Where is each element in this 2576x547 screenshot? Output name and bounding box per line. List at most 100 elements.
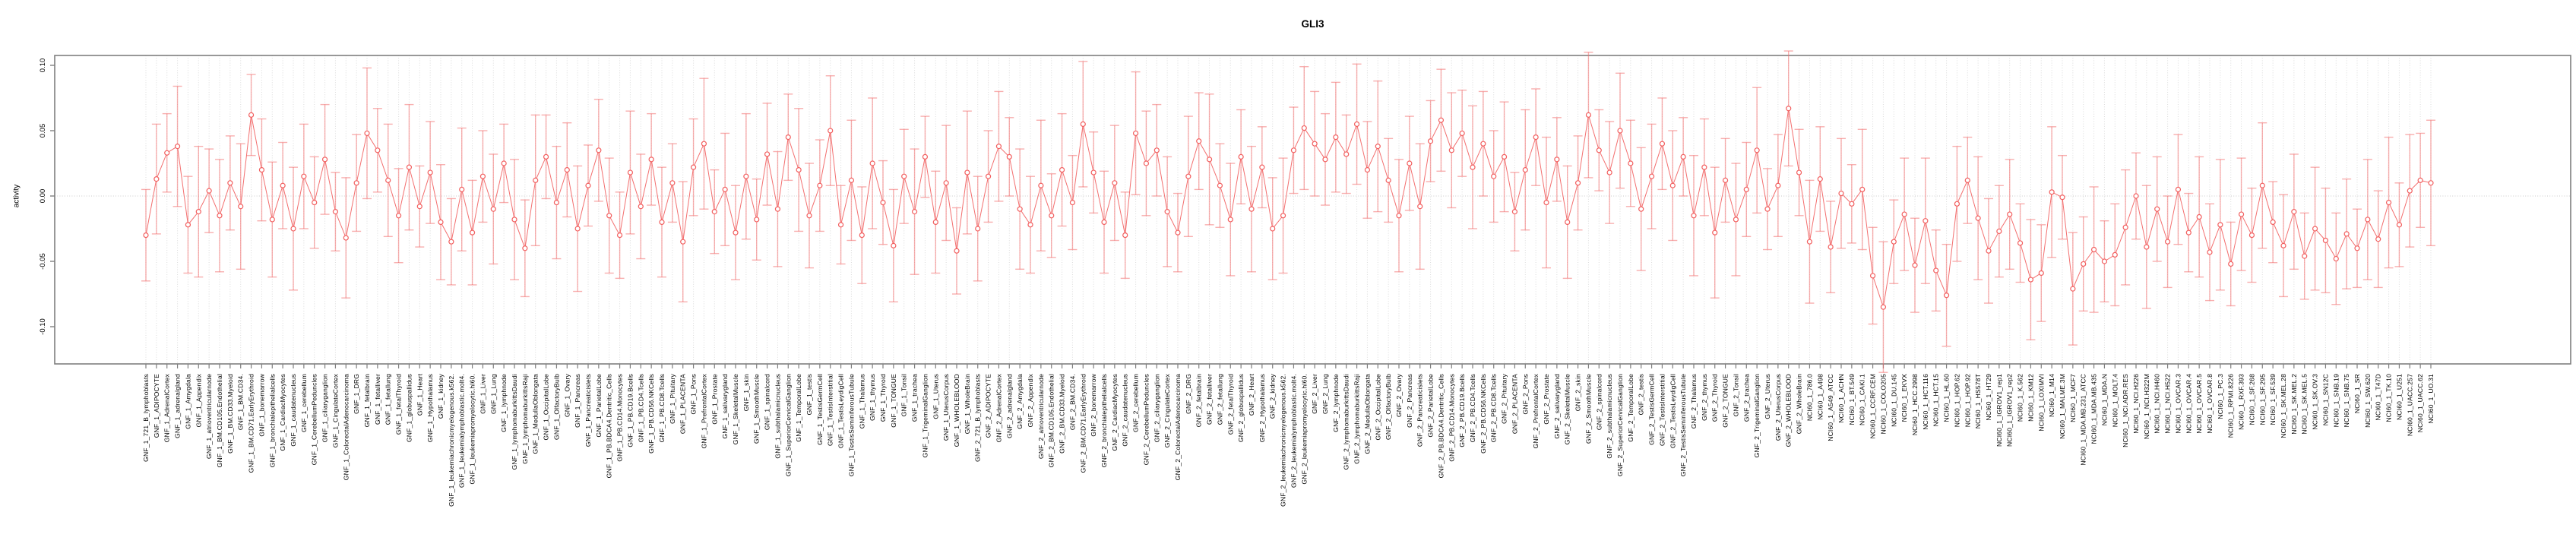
data-point bbox=[438, 219, 444, 225]
data-point bbox=[690, 164, 697, 170]
x-tick-label: NCI60_1_SNB.75 bbox=[2343, 374, 2350, 427]
data-point bbox=[1122, 232, 1128, 239]
y-tick-label: -0.10 bbox=[39, 318, 47, 335]
data-point bbox=[1733, 217, 1739, 223]
data-point bbox=[1743, 186, 1749, 192]
x-tick-label: GNF_1_Pancreas bbox=[574, 374, 581, 428]
x-tick-label: NCI60_1_NCI.H226 bbox=[2132, 374, 2140, 434]
x-tick-label: GNF_2_leukemiachronicmyelogenous.k562. bbox=[1280, 374, 1287, 507]
data-point bbox=[1438, 117, 1445, 123]
x-tick-label: GNF_1_skin bbox=[742, 374, 750, 411]
data-point bbox=[1090, 169, 1097, 175]
data-point bbox=[880, 200, 886, 206]
data-point bbox=[1880, 304, 1887, 310]
x-tick-label: GNF_2_TestisLeydigCell bbox=[1669, 374, 1676, 448]
data-point bbox=[1501, 153, 1508, 160]
data-point bbox=[1459, 130, 1465, 137]
data-point bbox=[1838, 190, 1844, 197]
x-tick-label: GNF_1_adrenalgland bbox=[174, 374, 182, 438]
data-point bbox=[2122, 224, 2128, 230]
data-point bbox=[828, 128, 834, 134]
x-tick-label: GNF_2_fetallung bbox=[1216, 374, 1223, 425]
x-tick-label: GNF_2_TONGUE bbox=[1722, 374, 1729, 428]
x-tick-label: NCI60_1_U251 bbox=[2395, 374, 2403, 420]
data-point bbox=[859, 232, 865, 239]
x-tick-label: GNF_1_TestisSeminiferousTubule bbox=[847, 374, 855, 476]
data-point bbox=[1059, 167, 1065, 173]
data-point bbox=[479, 173, 486, 179]
data-point bbox=[469, 229, 476, 236]
data-point bbox=[553, 200, 560, 206]
x-tick-label: NCI60_1_MDA.MB.231_ATCC bbox=[2080, 374, 2087, 466]
data-point bbox=[1901, 211, 1907, 217]
data-point bbox=[1849, 201, 1855, 207]
x-tick-label: GNF_1_leukemiachronicmyelogenous.k562. bbox=[448, 374, 455, 507]
data-point bbox=[1628, 160, 1634, 166]
x-tick-label: NCI60_1_RPMI.8226 bbox=[2227, 374, 2235, 438]
data-point bbox=[638, 204, 644, 210]
x-tick-label: GNF_1_Liver bbox=[479, 374, 486, 414]
data-point bbox=[1364, 167, 1371, 173]
x-tick-label: GNF_1_PB.CD4.Tcells bbox=[637, 374, 644, 442]
data-point bbox=[964, 169, 970, 175]
data-point bbox=[427, 169, 433, 175]
x-tick-label: GNF_1_trachea bbox=[911, 374, 919, 422]
y-tick-label: 0.05 bbox=[39, 124, 47, 138]
data-point bbox=[248, 112, 255, 118]
data-point bbox=[1333, 134, 1339, 141]
data-point bbox=[1143, 160, 1150, 166]
x-tick-label: NCI60_1_HCT.116 bbox=[1922, 374, 1929, 430]
data-point bbox=[1154, 147, 1160, 153]
x-tick-label: NCI60_1_SW.620 bbox=[2364, 374, 2372, 428]
data-point bbox=[2280, 242, 2286, 248]
data-point bbox=[2354, 245, 2360, 251]
x-tick-label: GNF_1_ParietalLobe bbox=[595, 374, 603, 438]
data-point bbox=[1164, 209, 1170, 215]
data-point bbox=[616, 232, 623, 239]
data-point bbox=[1448, 147, 1454, 153]
x-tick-label: GNF_2_fetalliver bbox=[1206, 374, 1214, 425]
x-tick-label: GNF_2_TestisGermCell bbox=[1648, 374, 1656, 445]
data-point bbox=[353, 180, 359, 186]
x-tick-label: GNF_1_PB.CD56.NKCells bbox=[647, 374, 655, 454]
x-tick-label: GNF_1_TONGUE bbox=[890, 374, 897, 428]
data-point bbox=[533, 177, 539, 183]
x-tick-label: GNF_2_ADIPOCYTE bbox=[985, 374, 992, 438]
data-point bbox=[385, 177, 391, 183]
x-tick-label: GNF_1_AdrenalCortex bbox=[163, 373, 171, 442]
data-point bbox=[1764, 206, 1771, 212]
x-tick-label: GNF_2_leukemiapromyelocytic.hl60. bbox=[1300, 374, 1308, 485]
x-tick-label: GNF_2_fetalbrain bbox=[1195, 374, 1203, 427]
data-point bbox=[754, 217, 760, 223]
x-tick-label: GNF_2_Pancreas bbox=[1406, 374, 1413, 428]
data-point bbox=[1217, 182, 1223, 188]
data-point bbox=[1027, 222, 1033, 228]
data-point bbox=[1543, 200, 1549, 206]
data-point bbox=[2059, 194, 2065, 201]
data-point bbox=[733, 229, 739, 236]
data-point bbox=[764, 151, 771, 157]
x-tick-label: NCI60_1_EKVX bbox=[1900, 374, 1908, 422]
x-tick-label: NCI60_1_HOP.92 bbox=[1964, 374, 1971, 427]
data-point bbox=[922, 153, 929, 160]
data-point bbox=[2248, 232, 2255, 239]
data-point bbox=[2228, 261, 2234, 267]
data-point bbox=[891, 242, 897, 248]
data-point bbox=[1112, 180, 1118, 186]
x-tick-label: GNF_1_Pancreaticislets bbox=[584, 374, 592, 447]
x-tick-label: GNF_1_UterusCorpus bbox=[942, 374, 950, 441]
x-tick-label: GNF_2_TrigeminalGanglion bbox=[1753, 374, 1761, 457]
plot-border bbox=[54, 55, 2571, 365]
x-tick-label: GNF_1_CingulateCortex bbox=[331, 373, 339, 447]
x-tick-label: GNF_1_OccipitalLobe bbox=[543, 374, 550, 440]
x-tick-label: NCI60_1_CAKI.1 bbox=[1859, 374, 1866, 425]
x-tick-label: GNF_1_SkeletalMuscle bbox=[732, 374, 739, 444]
x-tick-label: NCI60_1_ACHN bbox=[1837, 374, 1845, 423]
x-tick-label: GNF_1_Prostate bbox=[710, 374, 718, 425]
data-point bbox=[837, 222, 844, 228]
data-point bbox=[490, 206, 496, 212]
x-tick-label: GNF_1_salivarygland bbox=[721, 374, 729, 439]
x-tick-label: GNF_1_BM.CD33.Myeloid bbox=[226, 374, 234, 454]
data-point bbox=[1659, 141, 1666, 147]
